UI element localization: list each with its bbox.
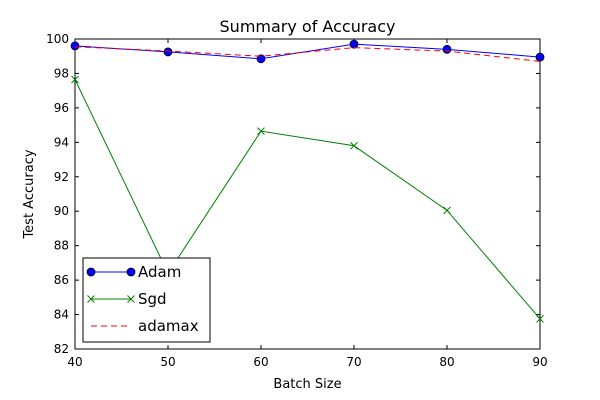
data-point-adam (535, 52, 545, 62)
plot-frame (74, 38, 541, 350)
x-axis-label: Batch Size (273, 377, 341, 392)
data-point-sgd (350, 141, 358, 150)
x-tick-label: 40 (67, 355, 82, 369)
chart-title: Summary of Accuracy (220, 17, 396, 36)
data-point-sgd (71, 75, 79, 84)
x-tick-label: 60 (253, 355, 268, 369)
legend-label: adamax (138, 317, 199, 335)
x-tick-label: 70 (346, 355, 361, 369)
legend-label: Sgd (138, 290, 167, 308)
data-point-sgd-stroke (257, 127, 265, 135)
series-adamax (74, 46, 541, 62)
data-point-adam (163, 47, 173, 57)
x-tick-label: 50 (160, 355, 175, 369)
data-point-adam (349, 39, 359, 49)
y-tick-label: 90 (54, 204, 69, 218)
legend-marker-stroke (127, 295, 135, 303)
data-point-sgd-stroke (443, 206, 451, 215)
data-point-sgd (443, 206, 451, 215)
x-tick-label: 80 (439, 355, 454, 369)
y-tick-label: 84 (54, 308, 69, 322)
series-line-adamax (74, 46, 541, 62)
legend-marker (127, 295, 135, 303)
data-point-sgd (536, 315, 544, 323)
legend-marker (87, 295, 95, 303)
data-point-adam (256, 54, 266, 64)
plot-area: 40 50 60 70 80 90 82 84 86 88 90 92 94 96 98 100 (46, 32, 548, 369)
y-tick-label: 88 (54, 239, 69, 253)
data-point-sgd-stroke (536, 315, 544, 323)
data-point-sgd-stroke (71, 75, 79, 84)
legend-entry-adam: Adam (86, 263, 181, 281)
y-tick-label: 92 (54, 170, 69, 184)
y-tick-label: 100 (46, 32, 69, 46)
data-point-adam (70, 41, 80, 51)
y-axis-label: Test Accuracy (22, 149, 37, 239)
series-sgd (71, 75, 544, 323)
legend: Adam Sgd adamax (82, 257, 211, 343)
y-tick-label: 98 (54, 66, 69, 80)
x-tick-label: 90 (532, 355, 547, 369)
legend-marker-stroke (87, 295, 95, 303)
y-tick-label: 94 (54, 135, 69, 149)
legend-entry-sgd: Sgd (87, 290, 167, 308)
y-tick-label: 82 (54, 342, 69, 356)
data-point-adam (442, 44, 452, 54)
legend-entry-adamax: adamax (91, 317, 199, 335)
legend-marker (86, 267, 96, 277)
y-tick-label: 86 (54, 273, 69, 287)
legend-label: Adam (138, 263, 181, 281)
data-point-sgd-stroke (350, 141, 358, 150)
series-line-sgd (74, 79, 541, 320)
y-tick-label: 96 (54, 101, 69, 115)
data-point-sgd (257, 127, 265, 135)
legend-marker (126, 267, 136, 277)
